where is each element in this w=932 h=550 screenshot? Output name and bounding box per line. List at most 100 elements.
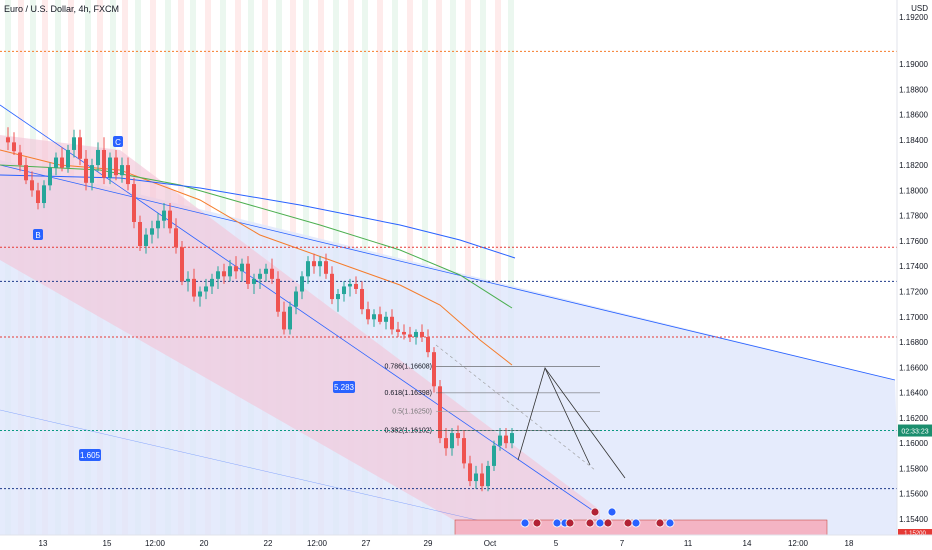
time-tick: 27 [362,539,371,548]
candle-body [336,294,340,300]
candle-body [6,137,10,143]
ratio-badge-2 [79,449,101,461]
current-price-label: 02:33:23 [901,429,928,436]
candle-body [210,278,214,287]
flag-eu-icon [520,518,530,528]
time-tick: 7 [620,539,625,548]
price-tick-partial: 1.19200 [899,13,928,22]
candle-body [18,152,22,166]
candle-body [108,157,112,178]
candle-body [318,261,322,267]
candle-body [126,165,130,185]
candle-body [402,331,406,335]
candle-body [270,268,274,279]
fib-label: 0.618(1.16398) [385,390,432,397]
time-tick: 15 [103,539,112,548]
candle-body [132,184,136,222]
candle-body [348,283,352,287]
currency-label: USD [911,4,928,13]
candle-body [204,286,208,292]
price-tick: 1.18200 [899,161,928,170]
price-tick: 1.15600 [899,490,928,499]
candle-body [282,311,286,330]
time-tick: 13 [39,539,48,548]
candle-body [222,271,226,277]
flag-us-icon [603,518,613,528]
projection-dashed [435,344,596,471]
candle-body [234,266,238,272]
price-tick: 1.17600 [899,237,928,246]
time-tick: 29 [424,539,433,548]
candle-body [216,271,220,279]
price-tick: 1.17000 [899,313,928,322]
price-tick: 1.16800 [899,338,928,347]
ratio-badge-1 [333,381,355,393]
symbol-title[interactable]: Euro / U.S. Dollar, 4h, FXCM [4,4,120,14]
ma-blue-line [0,174,516,259]
bottom-price-badge [898,529,932,537]
price-tick: 1.17400 [899,262,928,271]
candle-body [510,433,514,444]
candle-body [360,288,364,310]
fib-label: 0.786(1.16608) [385,363,432,370]
trendline-top [0,164,896,381]
candle-body [462,438,466,464]
candle-body [258,273,262,279]
flag-us-icon [532,518,542,528]
candle-body [372,314,376,320]
candle-body [66,149,70,168]
candle-body [288,306,292,330]
candle-body [30,180,34,191]
candle-body [432,352,436,387]
price-tick: 1.18800 [899,85,928,94]
wave-label-c-badge [113,136,123,147]
candle-body [408,334,412,337]
candle-body [78,137,82,159]
flag-eu-icon [552,518,562,528]
candle-body [24,165,28,181]
projection-path-b [544,367,626,479]
price-tick: 1.17200 [899,288,928,297]
candle-body [96,149,100,166]
flag-eu-icon [631,518,641,528]
supply-zone [454,519,828,536]
candle-body [42,185,46,204]
time-tick: Oct [484,539,497,548]
flag-eu-icon [607,507,617,517]
candle-body [420,331,424,337]
candle-body [444,438,448,449]
wave-label-c: C [115,138,121,147]
price-tick: 1.15800 [899,464,928,473]
candle-body [396,329,400,332]
candle-body [192,278,196,297]
candle-body [378,314,382,322]
candle-body [480,473,484,487]
fib-label: 0.382(1.16102) [385,427,432,434]
candle-body [150,228,154,235]
candle-body [450,433,454,449]
price-tick: 1.15400 [899,515,928,524]
wave-label-b: B [35,231,40,240]
wave-label-b-badge [33,229,43,240]
price-tick: 1.18000 [899,186,928,195]
candle-body [114,157,118,176]
session-stripe [450,0,456,535]
fib-label: 0.5(1.16250) [392,409,432,416]
time-tick: 20 [200,539,209,548]
candle-body [36,190,40,204]
candle-body [246,263,250,284]
candle-body [306,261,310,277]
bottom-price-label: 1.15200 [904,531,926,537]
candle-body [48,167,52,186]
price-tick: 1.19000 [899,60,928,69]
candle-body [354,283,358,289]
time-tick: 18 [845,539,854,548]
session-stripe [436,0,442,535]
candle-body [366,309,370,320]
flag-us-icon [623,518,633,528]
ratio-label-2: 1.605 [80,451,101,460]
ma-green-line [0,164,513,309]
session-stripe [495,0,501,535]
time-tick: 11 [684,539,693,548]
